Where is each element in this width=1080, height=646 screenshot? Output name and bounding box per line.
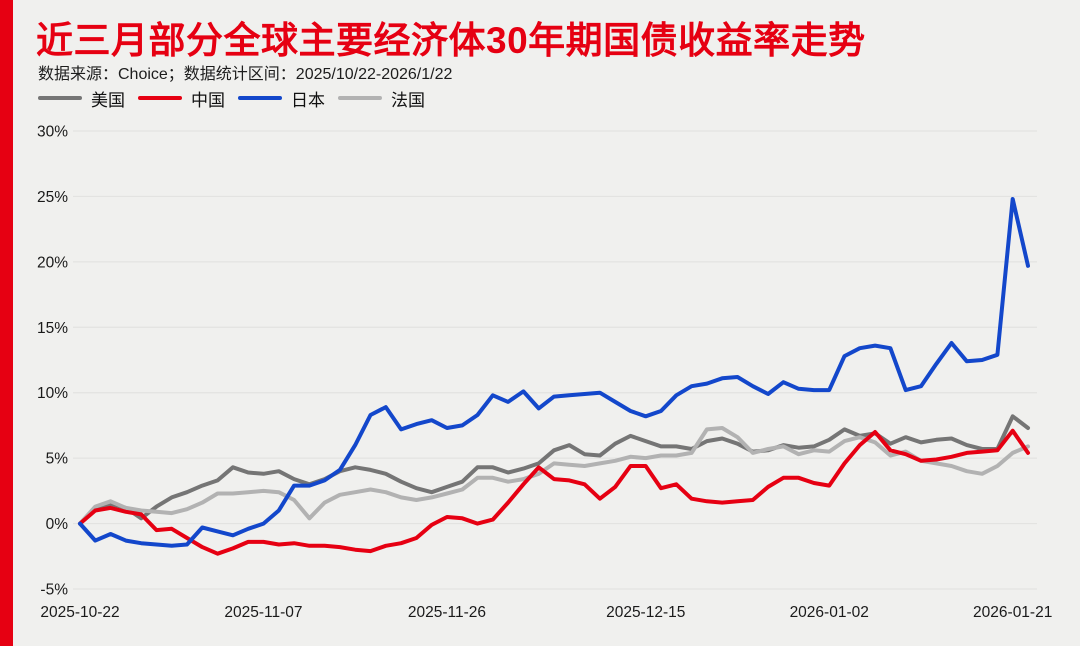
- left-accent-bar: [0, 0, 13, 646]
- legend-line-swatch-france: [338, 96, 382, 100]
- y-axis-tick-label: 15%: [37, 320, 68, 337]
- legend-item-france: 法国: [338, 86, 425, 111]
- legend-label-china: 中国: [191, 90, 225, 110]
- x-axis-tick-label: 2025-11-07: [224, 604, 302, 621]
- x-axis-tick-label: 2025-12-15: [606, 604, 685, 621]
- legend-item-japan: 日本: [238, 86, 325, 111]
- legend-line-swatch-japan: [238, 96, 282, 100]
- data-source-note: 数据来源：Choice；数据统计区间：2025/10/22-2026/1/22: [38, 66, 453, 83]
- x-axis-tick-label: 2026-01-02: [790, 604, 869, 621]
- legend-label-japan: 日本: [291, 90, 325, 110]
- legend-line-swatch-us: [38, 96, 82, 100]
- y-axis-tick-label: -5%: [40, 582, 68, 599]
- legend-line-swatch-china: [138, 96, 182, 100]
- y-axis-tick-label: 5%: [46, 451, 69, 468]
- legend-label-france: 法国: [391, 90, 425, 110]
- legend-item-china: 中国: [138, 86, 225, 111]
- x-axis-tick-label: 2026-01-21: [973, 604, 1052, 621]
- series-line-france: [78, 426, 1030, 526]
- y-axis-tick-label: 20%: [37, 254, 68, 271]
- page-title: 近三月部分全球主要经济体30年期国债收益率走势: [36, 20, 866, 61]
- chart-legend: 美国 中国 日本 法国: [38, 86, 425, 111]
- y-axis-tick-label: 0%: [46, 516, 69, 533]
- series-line-china: [78, 428, 1030, 556]
- x-axis-tick-label: 2025-10-22: [40, 604, 119, 621]
- legend-label-us: 美国: [91, 90, 125, 110]
- y-axis-tick-label: 30%: [37, 124, 68, 141]
- series-line-us: [78, 414, 1030, 526]
- y-axis-tick-label: 10%: [37, 385, 68, 402]
- legend-item-us: 美国: [38, 86, 125, 111]
- y-axis-tick-label: 25%: [37, 189, 68, 206]
- x-axis-tick-label: 2025-11-26: [408, 604, 486, 621]
- series-line-japan: [78, 197, 1030, 548]
